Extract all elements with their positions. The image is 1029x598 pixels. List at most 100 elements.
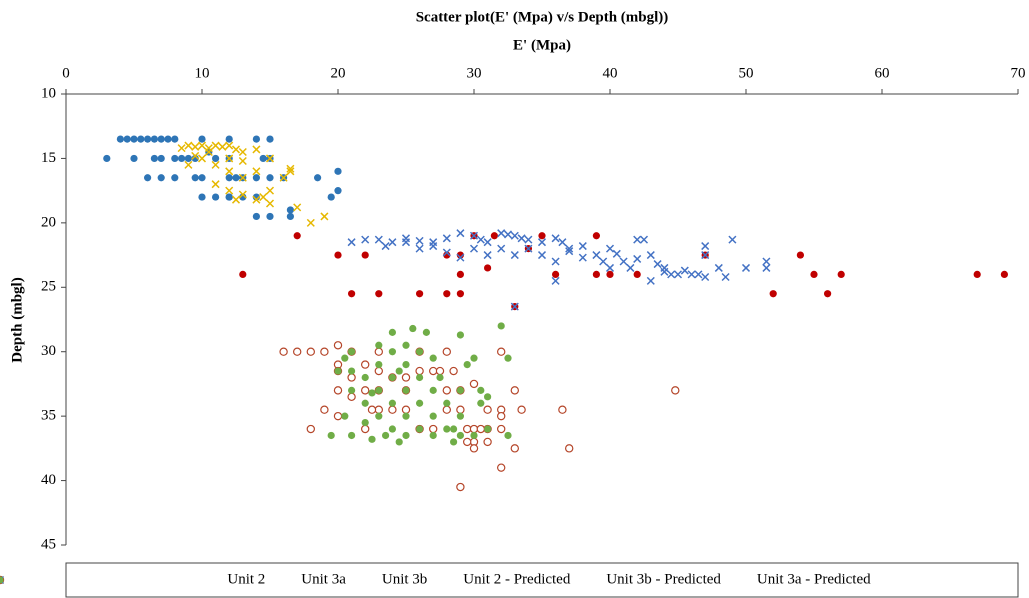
marker-stroke [646, 276, 655, 285]
point [374, 235, 383, 244]
marker-stroke [537, 238, 547, 247]
legend-marker [0, 576, 4, 584]
point [450, 425, 458, 433]
point [286, 206, 294, 214]
point [293, 203, 302, 212]
point [320, 405, 329, 414]
point [388, 425, 396, 433]
marker-stroke [415, 244, 424, 253]
point [510, 444, 519, 453]
point [361, 386, 370, 395]
marker-stroke [714, 263, 723, 272]
legend-label: Unit 3a [301, 571, 346, 587]
point [456, 405, 465, 414]
marker-stroke [211, 160, 220, 169]
point [212, 193, 220, 201]
point [402, 341, 410, 349]
marker-stroke [286, 164, 295, 173]
point [415, 244, 424, 253]
point [375, 386, 383, 394]
point [416, 348, 424, 356]
point [456, 412, 464, 420]
marker-stroke [578, 242, 587, 251]
point [497, 424, 506, 434]
marker-stroke [558, 238, 567, 247]
point [306, 347, 315, 356]
point [442, 386, 451, 395]
point [599, 257, 608, 266]
point [497, 347, 506, 356]
point [259, 193, 268, 202]
point [537, 238, 547, 247]
point [429, 354, 437, 362]
marker-stroke [680, 266, 689, 275]
y-tick-label: 35 [41, 408, 56, 424]
point [476, 235, 485, 244]
point [429, 412, 437, 420]
marker-stroke [626, 263, 635, 272]
marker-stroke [225, 154, 234, 163]
point [293, 232, 301, 240]
point [443, 425, 451, 433]
point [279, 173, 288, 182]
point [231, 145, 241, 154]
marker-stroke [510, 251, 519, 260]
point [198, 135, 206, 143]
point [415, 366, 424, 376]
point [524, 235, 533, 244]
marker-stroke [646, 251, 655, 260]
point [252, 167, 261, 176]
marker-stroke [184, 160, 193, 169]
point [449, 366, 458, 376]
point [741, 263, 751, 272]
marker-stroke [415, 236, 424, 245]
point [259, 154, 267, 163]
point [416, 399, 424, 407]
marker-stroke [497, 244, 506, 253]
point [401, 373, 411, 382]
marker-stroke [517, 234, 526, 243]
point [558, 405, 567, 414]
marker-stroke [599, 257, 608, 266]
point [225, 154, 234, 163]
marker-stroke [762, 257, 771, 266]
point [184, 154, 192, 163]
point [232, 174, 240, 182]
point [177, 144, 186, 153]
point [476, 424, 485, 434]
marker-stroke [701, 272, 710, 282]
marker-stroke [483, 251, 492, 260]
marker-stroke [204, 147, 213, 157]
point [510, 231, 519, 240]
point [382, 431, 390, 440]
marker-stroke [687, 270, 696, 279]
point [103, 154, 111, 163]
marker-stroke [361, 235, 370, 244]
point [184, 141, 193, 150]
point [510, 302, 519, 311]
marker-stroke [762, 263, 771, 272]
marker-stroke [551, 276, 560, 285]
point [619, 257, 628, 266]
chart-title: Scatter plot(E' (Mpa) v/s Depth (mbgl)) [416, 9, 669, 25]
marker-stroke [565, 244, 574, 253]
marker-stroke [238, 190, 247, 199]
point [592, 251, 601, 260]
point [504, 354, 512, 362]
marker-stroke [211, 180, 220, 189]
point [231, 195, 241, 204]
y-tick-label: 10 [41, 85, 56, 101]
point [450, 438, 458, 446]
point [673, 270, 683, 279]
point [484, 393, 492, 401]
point [197, 141, 207, 150]
point [265, 154, 275, 163]
point [265, 199, 275, 208]
marker-stroke [510, 231, 519, 240]
point [395, 438, 403, 446]
point [225, 193, 233, 201]
x-tick-label: 10 [195, 65, 210, 81]
point [320, 212, 329, 221]
point [639, 235, 649, 244]
